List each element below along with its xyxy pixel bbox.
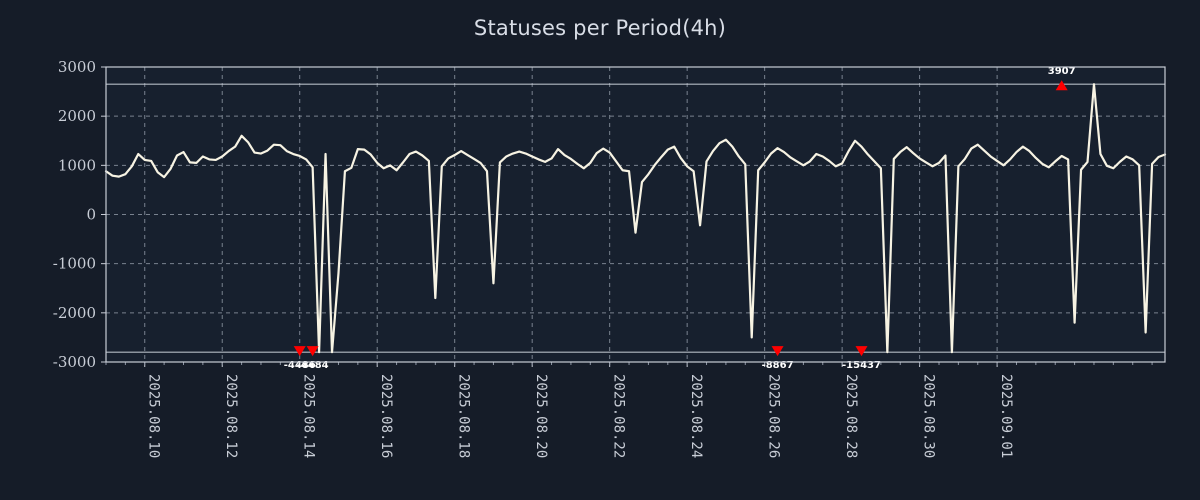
svg-text:2025.08.26: 2025.08.26 [766,374,782,458]
svg-text:2025.08.18: 2025.08.18 [456,374,472,458]
annotation-markers: -4486-4484 -8867 -15437 3907 [284,66,1076,371]
svg-text:-4484: -4484 [297,360,329,371]
svg-text:2025.08.24: 2025.08.24 [688,374,704,458]
svg-text:2025.08.30: 2025.08.30 [921,374,937,458]
svg-text:2025.08.14: 2025.08.14 [301,374,317,458]
chart-title: Statuses per Period(4h) [473,16,727,40]
svg-text:1000: 1000 [58,156,96,174]
svg-text:-4486: -4486 [284,360,316,371]
svg-text:2025.08.28: 2025.08.28 [843,374,859,458]
data-series [104,83,1167,354]
svg-text:-8867: -8867 [762,360,794,371]
svg-text:2025.08.16: 2025.08.16 [378,374,394,458]
svg-text:2025.08.20: 2025.08.20 [533,374,549,458]
svg-text:3000: 3000 [58,58,96,76]
svg-text:0: 0 [86,206,96,224]
svg-text:3907: 3907 [1048,66,1076,77]
svg-text:-1000: -1000 [53,255,96,273]
svg-text:2000: 2000 [58,107,96,125]
svg-text:2025.09.01: 2025.09.01 [998,374,1014,458]
svg-text:2025.08.22: 2025.08.22 [611,374,627,458]
svg-text:-2000: -2000 [53,304,96,322]
svg-text:2025.08.12: 2025.08.12 [223,374,239,458]
svg-text:2025.08.10: 2025.08.10 [146,374,162,458]
y-axis-ticks: 3000 2000 1000 0 -1000 -2000 -3000 [53,58,106,371]
svg-text:-3000: -3000 [53,353,96,371]
plot-frame [105,66,1166,363]
svg-text:-15437: -15437 [842,360,881,371]
x-axis-ticks: 2025.08.10 2025.08.12 2025.08.14 2025.08.16… [105,362,1153,458]
